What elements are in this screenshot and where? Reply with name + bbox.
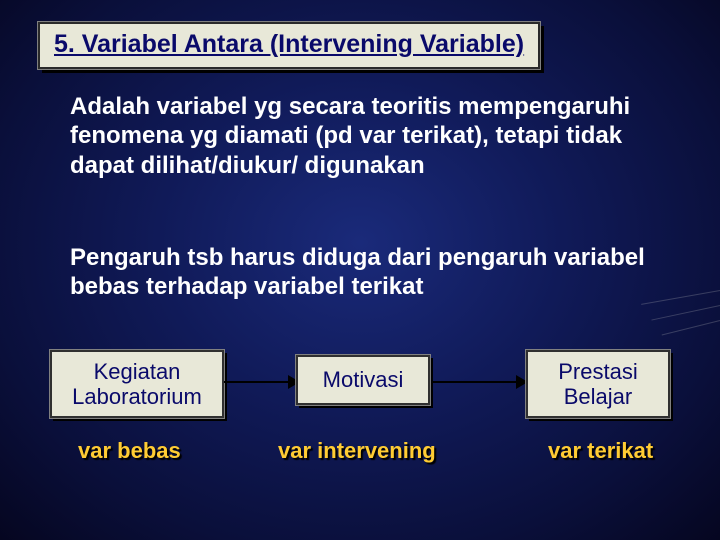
label-var-bebas: var bebas	[78, 438, 181, 464]
diagram-row: Kegiatan Laboratorium Motivasi Prestasi …	[40, 350, 680, 430]
arrow-1-line	[224, 381, 290, 383]
box-dependent-variable: Prestasi Belajar	[526, 350, 670, 418]
slide: 5. Variabel Antara (Intervening Variable…	[0, 0, 720, 540]
label-var-intervening: var intervening	[278, 438, 436, 464]
label-var-terikat: var terikat	[548, 438, 653, 464]
box-intervening-variable: Motivasi	[296, 355, 430, 405]
paragraph-explanation: Pengaruh tsb harus diduga dari pengaruh …	[70, 243, 660, 302]
arrow-2-line	[432, 381, 518, 383]
box1-line2: Laboratorium	[52, 384, 222, 409]
title-box: 5. Variabel Antara (Intervening Variable…	[38, 22, 540, 69]
labels-row: var bebas var intervening var terikat	[40, 438, 680, 478]
box2-text: Motivasi	[298, 367, 428, 392]
box3-line1: Prestasi	[528, 359, 668, 384]
title-text: 5. Variabel Antara (Intervening Variable…	[54, 30, 524, 58]
box-independent-variable: Kegiatan Laboratorium	[50, 350, 224, 418]
box3-line2: Belajar	[528, 384, 668, 409]
box1-line1: Kegiatan	[52, 359, 222, 384]
paragraph-definition: Adalah variabel yg secara teoritis mempe…	[70, 92, 660, 180]
